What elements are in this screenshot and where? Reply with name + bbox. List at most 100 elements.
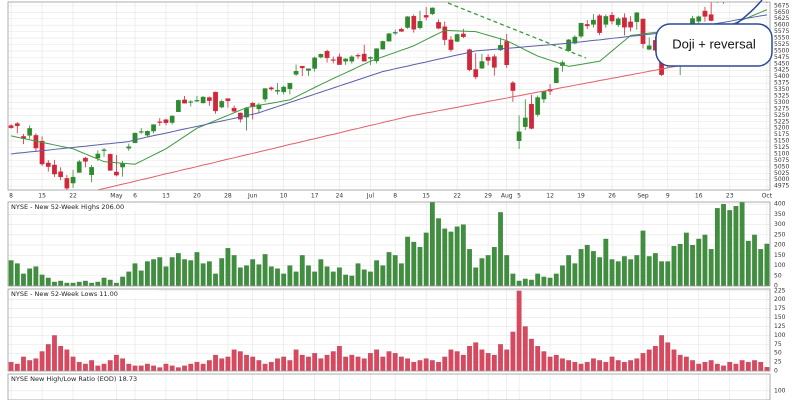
candle-body — [163, 119, 169, 123]
bar — [522, 326, 528, 371]
candle-body — [330, 59, 336, 61]
x-tick-label: 6 — [133, 193, 137, 200]
x-tick-label: 9 — [666, 193, 670, 200]
bar — [262, 254, 268, 286]
candle-body — [275, 90, 280, 92]
y-tick-label: 5275 — [774, 105, 789, 112]
bar — [411, 361, 417, 371]
y-tick-label: 200 — [774, 242, 786, 249]
bar — [553, 354, 559, 371]
bar — [182, 365, 188, 371]
bar — [429, 202, 435, 286]
candle-body — [70, 176, 76, 184]
y-tick-label: 5425 — [774, 67, 789, 74]
bar — [727, 210, 733, 286]
candle-body — [429, 7, 435, 15]
candle-body — [256, 104, 262, 110]
plot-layer: 8 15 22 May 6 13 20 28 Jun 10 17 24 Jul 8 15 22 29 Aug 5 12… — [7, 1, 789, 400]
candle-body — [182, 99, 187, 104]
candle-body — [231, 107, 237, 112]
bar — [721, 203, 727, 286]
bar — [386, 351, 392, 371]
y-tick-label: 5550 — [774, 35, 789, 42]
bar — [113, 282, 119, 286]
bar — [250, 356, 256, 371]
candle-body — [473, 69, 479, 78]
x-tick-label: 17 — [311, 193, 319, 200]
bar — [572, 263, 578, 286]
candle-body — [169, 115, 175, 123]
x-tick-label: 24 — [336, 193, 344, 200]
bar — [696, 363, 702, 371]
candle-body — [529, 104, 534, 129]
y-tick-label: 5675 — [774, 2, 789, 9]
bar — [336, 345, 342, 371]
candle-body — [405, 16, 410, 28]
candle-body — [702, 10, 708, 17]
bar — [374, 260, 380, 286]
candle-body — [399, 29, 404, 32]
candle-body — [175, 100, 181, 112]
y-tick-label: 5375 — [774, 80, 789, 87]
bar — [677, 354, 683, 371]
bar — [411, 241, 417, 286]
bar — [213, 354, 219, 371]
candle-body — [491, 56, 497, 68]
candle-body — [436, 22, 441, 29]
bar — [225, 247, 231, 286]
panel-frame — [7, 201, 771, 287]
bar — [479, 349, 485, 371]
bar — [14, 363, 20, 371]
bar — [126, 363, 132, 371]
bar — [467, 248, 473, 286]
bar — [330, 271, 336, 286]
bar — [8, 260, 14, 286]
bar — [361, 358, 367, 371]
bar — [727, 361, 733, 371]
bar — [33, 358, 39, 371]
candle-body — [145, 131, 150, 136]
bar — [665, 261, 671, 286]
bar — [169, 257, 175, 286]
bar — [646, 349, 652, 371]
bar — [70, 356, 76, 371]
y-tick-label: 5575 — [774, 28, 789, 35]
candle-body — [622, 17, 627, 28]
bar — [206, 261, 212, 286]
bar — [640, 230, 646, 286]
x-tick-label: 8 — [393, 193, 397, 200]
bar — [448, 231, 454, 286]
bar — [163, 363, 169, 371]
bar — [281, 356, 287, 371]
bar — [621, 361, 627, 371]
bar — [559, 265, 565, 286]
bar — [157, 257, 163, 286]
bar — [739, 202, 745, 286]
bar — [312, 271, 318, 286]
bar — [250, 259, 256, 286]
bar — [683, 356, 689, 371]
y-tick-label: 5525 — [774, 41, 789, 48]
bar — [745, 240, 751, 286]
bar — [485, 255, 491, 286]
bar — [182, 259, 188, 286]
y-tick-label: 300 — [774, 221, 786, 228]
bar — [721, 365, 727, 371]
bar — [504, 255, 510, 286]
candle-body — [225, 98, 231, 102]
y-tick-label: 50 — [774, 272, 782, 279]
trend-line — [447, 2, 587, 59]
candle-body — [708, 14, 714, 21]
bar — [312, 353, 318, 371]
bar — [299, 354, 305, 371]
candle-body — [219, 101, 225, 108]
bar — [504, 349, 510, 371]
bar — [405, 236, 411, 286]
bar — [634, 358, 640, 371]
bar — [460, 224, 466, 286]
bar — [683, 232, 689, 286]
bar — [429, 360, 435, 371]
candle-body — [8, 125, 14, 128]
bar — [590, 358, 596, 371]
bar — [20, 273, 26, 286]
